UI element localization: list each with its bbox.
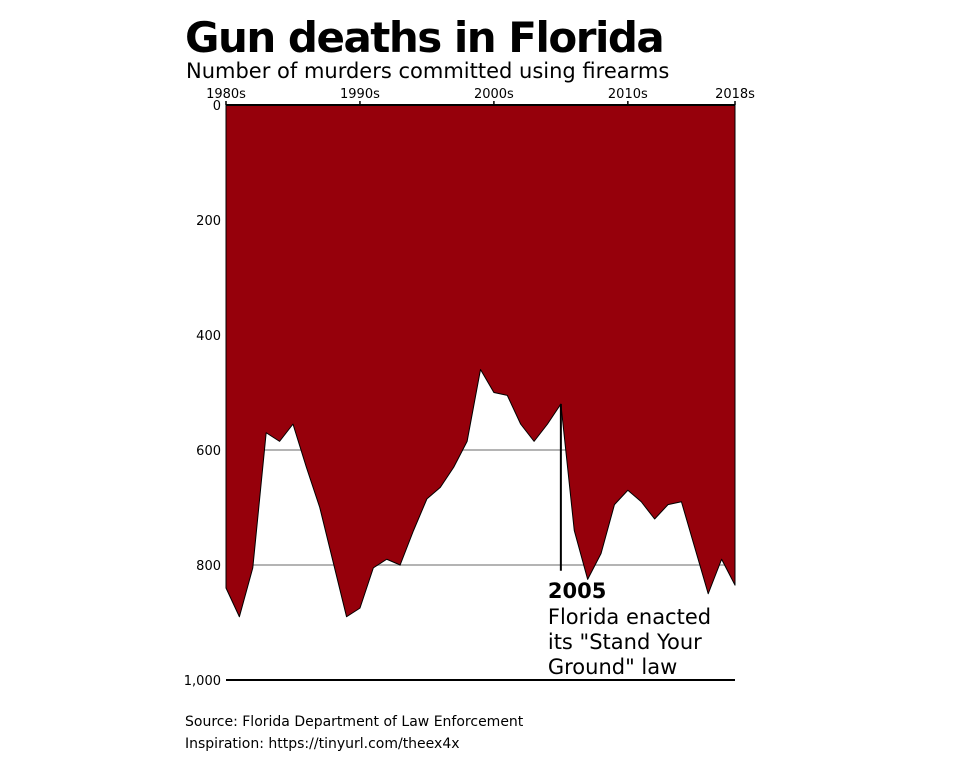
y-tick-label: 0 bbox=[213, 99, 221, 114]
y-tick-label: 200 bbox=[196, 214, 221, 229]
x-tick-label: 2010s bbox=[608, 87, 648, 102]
y-tick-label: 600 bbox=[196, 444, 221, 459]
chart-subtitle: Number of murders committed using firear… bbox=[186, 59, 669, 83]
annotation-text-line: its "Stand Your bbox=[548, 630, 702, 654]
chart-title: Gun deaths in Florida bbox=[185, 13, 663, 62]
x-tick-label: 2000s bbox=[474, 87, 514, 102]
x-tick-label: 1980s bbox=[206, 87, 246, 102]
x-tick-label: 1990s bbox=[340, 87, 380, 102]
area-series bbox=[225, 104, 736, 618]
inspiration-line: Inspiration: https://tinyurl.com/theex4x bbox=[185, 736, 460, 752]
source-line: Source: Florida Department of Law Enforc… bbox=[185, 714, 524, 730]
area-layer bbox=[225, 104, 736, 618]
annotation-text-line: Florida enacted bbox=[548, 605, 711, 629]
annotation: 2005 Florida enacted its "Stand Your Gro… bbox=[548, 404, 711, 679]
annotation-text-line: Ground" law bbox=[548, 655, 677, 679]
axes: 1980s 1990s 2000s 2010s 2018s 0 200 400 600 800 1,… bbox=[184, 87, 755, 689]
y-tick-label: 400 bbox=[196, 329, 221, 344]
y-tick-label: 1,000 bbox=[184, 674, 221, 689]
annotation-year: 2005 bbox=[548, 579, 606, 603]
y-tick-label: 800 bbox=[196, 559, 221, 574]
x-tick-label: 2018s bbox=[715, 87, 755, 102]
